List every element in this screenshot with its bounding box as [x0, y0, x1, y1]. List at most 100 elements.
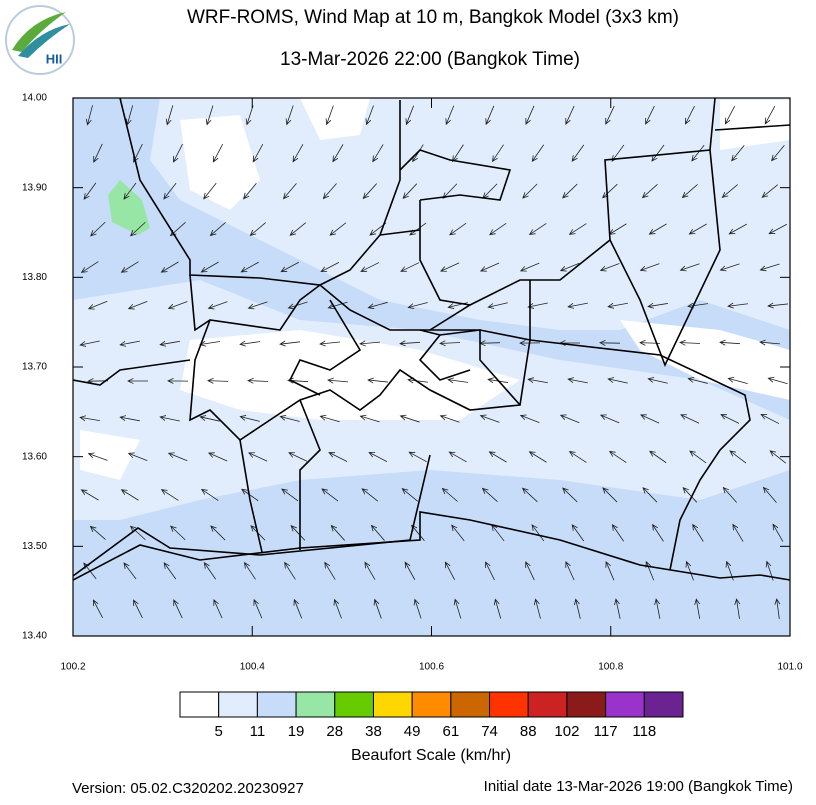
wind-arrow [559, 414, 580, 424]
wind-arrow [324, 561, 336, 580]
wind-arrow [531, 524, 545, 542]
colorbar-label: 61 [443, 723, 460, 740]
wind-arrow [79, 340, 100, 347]
wind-arrow [163, 562, 177, 580]
wind-arrow [451, 524, 465, 542]
y-tick-label: 13.40 [22, 631, 47, 642]
wind-arrow [163, 182, 177, 200]
colorbar-swatch [256, 691, 297, 718]
wind-arrow [408, 451, 427, 463]
x-tick-label: 100.2 [60, 662, 85, 673]
wind-arrow [453, 598, 462, 619]
wind-arrow [645, 105, 655, 125]
wind-arrow [127, 378, 149, 384]
wind-arrow [574, 598, 581, 619]
wind-arrow [769, 450, 787, 464]
wind-arrow [167, 377, 189, 384]
wind-arrow [771, 145, 785, 162]
wind-arrow [521, 487, 538, 503]
wind-arrow [527, 377, 548, 384]
wind-arrow [525, 105, 535, 126]
wind-arrow [527, 302, 548, 309]
wind-arrow [203, 182, 217, 200]
wind-arrow [327, 301, 348, 310]
wind-arrow [599, 263, 620, 272]
wind-arrow [362, 183, 377, 200]
wind-arrow [559, 262, 580, 272]
wind-arrow [288, 452, 308, 462]
colorbar-swatch [605, 691, 645, 718]
wind-arrow [734, 598, 741, 619]
wind-arrow [327, 377, 348, 384]
y-tick-label: 13.60 [22, 451, 47, 462]
wind-arrow [252, 144, 264, 163]
wind-arrow [80, 489, 99, 501]
wind-arrow [601, 183, 618, 199]
wind-arrow [732, 523, 744, 542]
wind-fill [150, 98, 790, 330]
wind-arrow [399, 414, 420, 423]
wind-arrow [207, 377, 229, 384]
wind-arrow [599, 414, 620, 424]
wind-arrow [205, 105, 214, 126]
wind-arrow [359, 414, 380, 423]
y-tick-label: 13.80 [22, 272, 47, 283]
colorbar-label: 118 [632, 723, 656, 740]
wind-arrow [571, 144, 585, 162]
wind-arrow [694, 598, 701, 619]
wind-arrow [359, 340, 380, 347]
colorbar-swatch [411, 691, 452, 718]
wind-arrow [329, 222, 347, 236]
wind-arrow [402, 183, 418, 200]
wind-arrow [93, 143, 103, 163]
wind-arrow [372, 144, 384, 163]
colorbar-label: 38 [365, 723, 382, 740]
wind-arrow [640, 414, 660, 424]
wind-arrow [485, 105, 495, 126]
x-tick-label: 101.0 [777, 662, 802, 673]
wind-arrow [129, 221, 146, 237]
wind-arrow [200, 261, 219, 273]
wind-arrow [602, 487, 618, 503]
wind-arrow [241, 488, 259, 502]
wind-arrow [240, 261, 259, 273]
wind-arrow [200, 488, 219, 501]
wind-arrow [762, 486, 777, 503]
colorbar-swatch [334, 691, 374, 718]
boundaries [73, 98, 790, 581]
wind-arrow [321, 488, 339, 502]
colorbar-label: 88 [520, 723, 537, 740]
wind-arrow [608, 450, 627, 463]
wind-arrow [319, 414, 340, 423]
wind-arrow [525, 561, 535, 581]
wind-arrow [293, 598, 303, 619]
wind-arrow [282, 183, 297, 200]
wind-arrow [159, 415, 180, 422]
wind-arrow [440, 262, 460, 272]
colorbar: 5 11 19 28 38 49 61 74 88 102 117 118 [179, 691, 684, 740]
wind-arrows [79, 105, 788, 619]
wind-arrow [479, 414, 500, 423]
wind-arrow [727, 302, 748, 309]
wind-arrow [441, 487, 458, 502]
colorbar-label: 19 [288, 723, 305, 740]
wind-arrow [83, 182, 97, 200]
wind-arrow [120, 489, 139, 501]
wind-arrow [199, 415, 220, 422]
axes: 100.2 100.4 100.6 100.8 101.0 14.00 13.90 13.80… [22, 93, 803, 673]
wind-arrow [405, 105, 414, 126]
wind-arrow [87, 300, 108, 310]
wind-arrow [445, 105, 455, 126]
wind-arrow [729, 450, 747, 464]
wind-arrow [531, 144, 545, 163]
wind-arrow [173, 143, 183, 163]
wind-arrow [639, 263, 660, 272]
colorbar-label: 49 [404, 723, 421, 740]
wind-arrow [685, 105, 695, 125]
x-tick-label: 100.6 [419, 662, 444, 673]
wind-arrow [767, 302, 788, 309]
wind-arrow [528, 451, 547, 463]
wind-arrow [444, 561, 456, 581]
colorbar-swatch [295, 691, 336, 718]
colorbar-label: 102 [554, 723, 579, 740]
